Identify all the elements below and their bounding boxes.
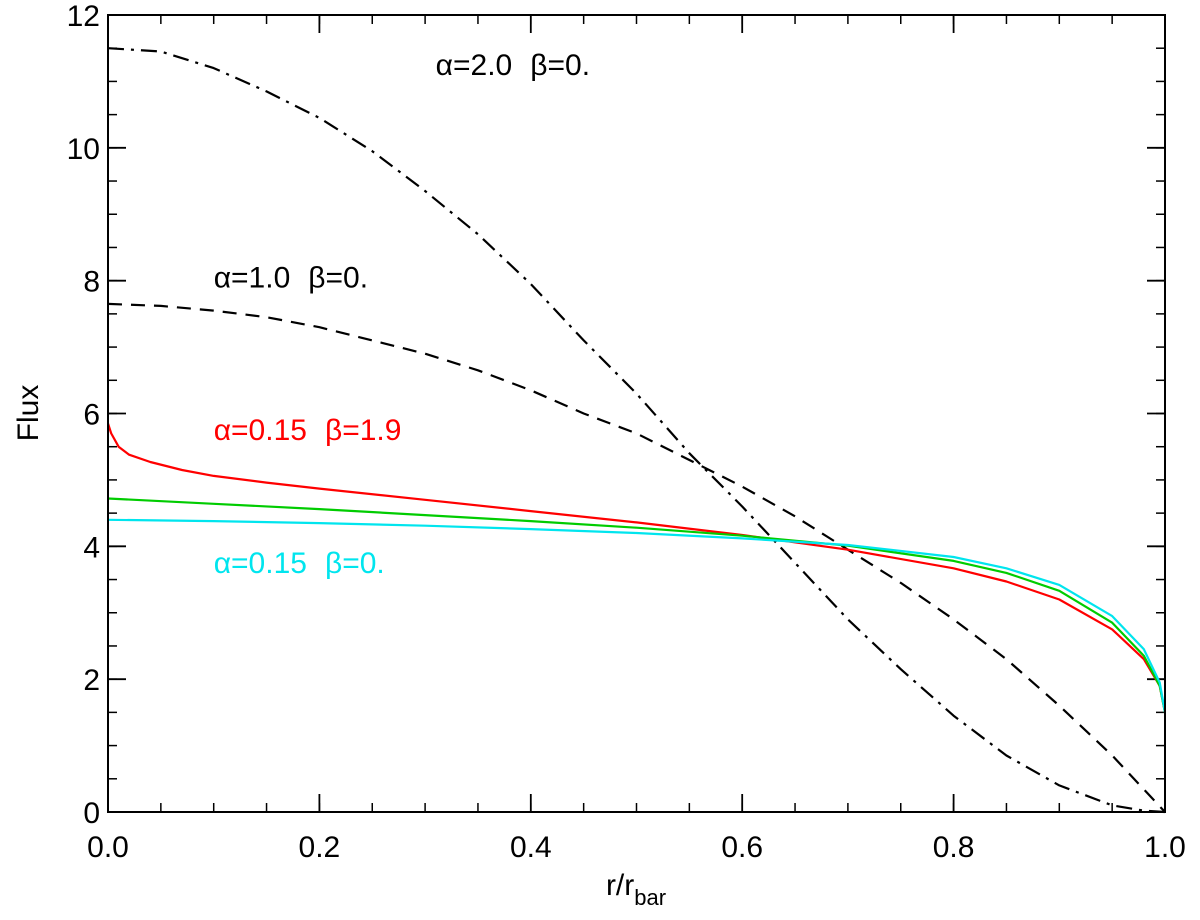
annotation-alpha: α=0.15	[214, 414, 307, 447]
plot-frame	[107, 14, 1166, 813]
x-tick-label: 0.8	[933, 831, 975, 864]
x-axis-label-main: r/r	[606, 869, 634, 902]
annotation-alpha: α=1.0	[214, 261, 291, 294]
annotation-beta: β=0.	[325, 547, 385, 580]
annotations: α=2.0 β=0. α=1.0 β=0. α=0.15 β=1.9 α=0.15 β=0.	[214, 49, 590, 580]
x-tick-label: 0.2	[299, 831, 341, 864]
series-line-4	[107, 518, 1167, 713]
x-tick-labels: 0.0 0.2 0.4 0.6 0.8 1.0	[87, 831, 1186, 864]
x-tick-label: 0.0	[87, 831, 129, 864]
curve-annotation-1: α=1.0 β=0.	[214, 261, 368, 294]
x-axis-label-sub: bar	[634, 885, 666, 910]
curve-annotation-3: α=0.15 β=0.	[214, 547, 385, 580]
series-line-2	[106, 423, 1167, 713]
series-lines	[106, 47, 1167, 814]
series-line-3	[107, 497, 1167, 713]
y-tick-label: 6	[83, 399, 100, 432]
y-tick-label: 8	[83, 266, 100, 299]
y-tick-label: 4	[83, 531, 100, 564]
annotation-alpha: α=0.15	[214, 547, 307, 580]
x-tick-label: 0.4	[510, 831, 552, 864]
y-tick-label: 12	[67, 0, 100, 33]
y-tick-label: 0	[83, 797, 100, 830]
x-tick-label: 1.0	[1144, 831, 1186, 864]
y-tick-labels: 0 2 4 6 8 10 12	[67, 0, 100, 830]
curve-annotation-2: α=0.15 β=1.9	[214, 414, 402, 447]
curve-annotation-0: α=2.0 β=0.	[436, 49, 590, 82]
annotation-beta: β=0.	[530, 49, 590, 82]
y-tick-label: 10	[67, 133, 100, 166]
series-line-0	[107, 47, 1166, 814]
y-tick-label: 2	[83, 664, 100, 697]
x-tick-label: 0.6	[721, 831, 763, 864]
annotation-alpha: α=2.0	[436, 49, 513, 82]
annotation-beta: β=1.9	[325, 414, 401, 447]
y-axis-label: Flux	[12, 385, 45, 442]
annotation-beta: β=0.	[308, 261, 368, 294]
x-axis-label: r/rbar	[606, 869, 666, 910]
